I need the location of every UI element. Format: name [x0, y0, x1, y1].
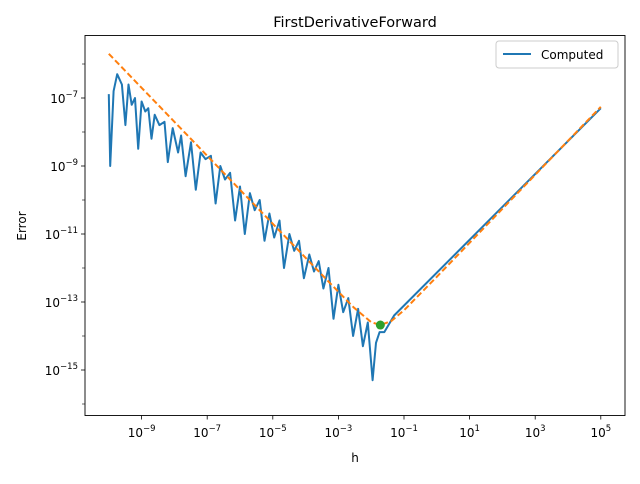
legend: Computed	[495, 40, 619, 69]
x-tick-label: 103	[525, 424, 546, 440]
x-tick-label: 10−1	[390, 424, 418, 440]
y-axis-label: Error	[15, 211, 29, 240]
x-tick-label: 105	[590, 424, 611, 440]
x-tick-label: 10−3	[324, 424, 352, 440]
y-tick-label: 10−7	[50, 90, 78, 106]
y-tick-label: 10−15	[45, 362, 78, 378]
x-tick-label: 10−7	[193, 424, 221, 440]
plot-area: 10−9 10−7 10−5 10−3 10−1 101 103 105 10−7 10−9 10−…	[45, 53, 611, 440]
optimum-point-marker	[375, 320, 385, 330]
legend-label-computed: Computed	[541, 48, 603, 62]
x-tick-label: 10−5	[259, 424, 287, 440]
x-tick-label: 101	[459, 424, 480, 440]
y-tick-label: 10−9	[50, 158, 78, 174]
legend-box	[495, 40, 619, 69]
y-tick-label: 10−13	[45, 294, 78, 310]
x-tick-label: 10−9	[128, 424, 156, 440]
y-tick-label: 10−11	[45, 226, 78, 242]
series-line-computed	[107, 73, 602, 382]
axes-frame	[84, 35, 626, 416]
chart-title: FirstDerivativeForward	[273, 15, 437, 31]
x-axis-label: h	[351, 451, 359, 465]
series-line-dashed	[108, 53, 602, 326]
